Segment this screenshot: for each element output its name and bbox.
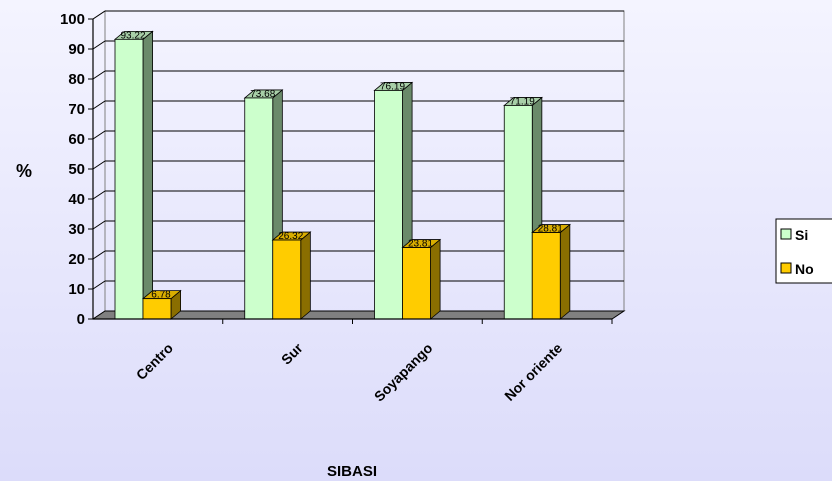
x-tick-label-nor-oriente: Nor oriente xyxy=(501,340,565,404)
bar-si-sur xyxy=(244,97,274,320)
bar-no-nor-oriente xyxy=(531,232,561,320)
y-tick-label: 10 xyxy=(68,281,85,298)
data-label-no-nor-oriente: 28.81 xyxy=(538,224,563,235)
y-tick-label: 80 xyxy=(68,71,85,88)
bar-si-soyapango xyxy=(374,90,403,320)
y-tick-label: 60 xyxy=(68,131,85,148)
gridline-side xyxy=(92,280,106,290)
y-tick-label: 40 xyxy=(68,191,85,208)
bar-no-sur-side xyxy=(300,231,311,320)
y-tick-label: 50 xyxy=(68,161,85,178)
data-label-no-sur: 26.32 xyxy=(278,231,303,242)
y-tick-label: 20 xyxy=(68,251,85,268)
data-labels: 93.22 6.78 73.68 26.32 76.19 23.81 71.19 28.81 xyxy=(120,30,563,300)
x-tick-label-centro: Centro xyxy=(133,340,176,383)
bar-no-soyapango-side xyxy=(430,238,441,320)
bar-no-nor-oriente-side xyxy=(559,223,571,320)
gridline-side xyxy=(92,70,106,80)
y-tick-label: 0 xyxy=(77,311,85,328)
gridline-side xyxy=(92,220,106,230)
data-label-si-nor-oriente: 71.19 xyxy=(510,96,535,107)
y-tick-label: 30 xyxy=(68,221,85,238)
gridline-side xyxy=(92,130,106,140)
data-label-no-soyapango: 23.81 xyxy=(408,239,433,250)
x-tick-label-sur: Sur xyxy=(278,339,306,367)
bar-no-sur xyxy=(272,239,302,320)
bar-si-centro xyxy=(114,38,144,320)
bar-no-centro xyxy=(142,298,172,320)
legend-swatch-si xyxy=(780,228,792,240)
gridline-side xyxy=(92,100,106,110)
data-label-si-soyapango: 76.19 xyxy=(380,81,405,92)
bar-si-nor-oriente xyxy=(503,105,533,320)
x-axis-title: SIBASI xyxy=(327,463,377,480)
x-tick-label-soyapango: Soyapango xyxy=(371,340,436,405)
bar-si-centro-side xyxy=(142,30,154,320)
bars xyxy=(113,30,571,320)
data-label-no-centro: 6.78 xyxy=(151,290,171,301)
y-tick-label: 70 xyxy=(68,101,85,118)
legend: Si No xyxy=(775,218,832,284)
gridline-side xyxy=(92,10,106,20)
y-tick-label: 100 xyxy=(60,11,85,28)
legend-label-si: Si xyxy=(795,227,808,243)
gridline-side xyxy=(92,160,106,170)
legend-swatch-no xyxy=(780,262,792,274)
gridline-side xyxy=(92,40,106,50)
data-label-si-centro: 93.22 xyxy=(120,30,145,41)
legend-label-no: No xyxy=(795,261,814,277)
data-label-si-sur: 73.68 xyxy=(250,89,275,100)
y-tick-label: 90 xyxy=(68,41,85,58)
bar-no-soyapango xyxy=(402,247,431,320)
gridline-side xyxy=(92,190,106,200)
gridline-side xyxy=(92,250,106,260)
y-axis-title: % xyxy=(16,161,32,181)
